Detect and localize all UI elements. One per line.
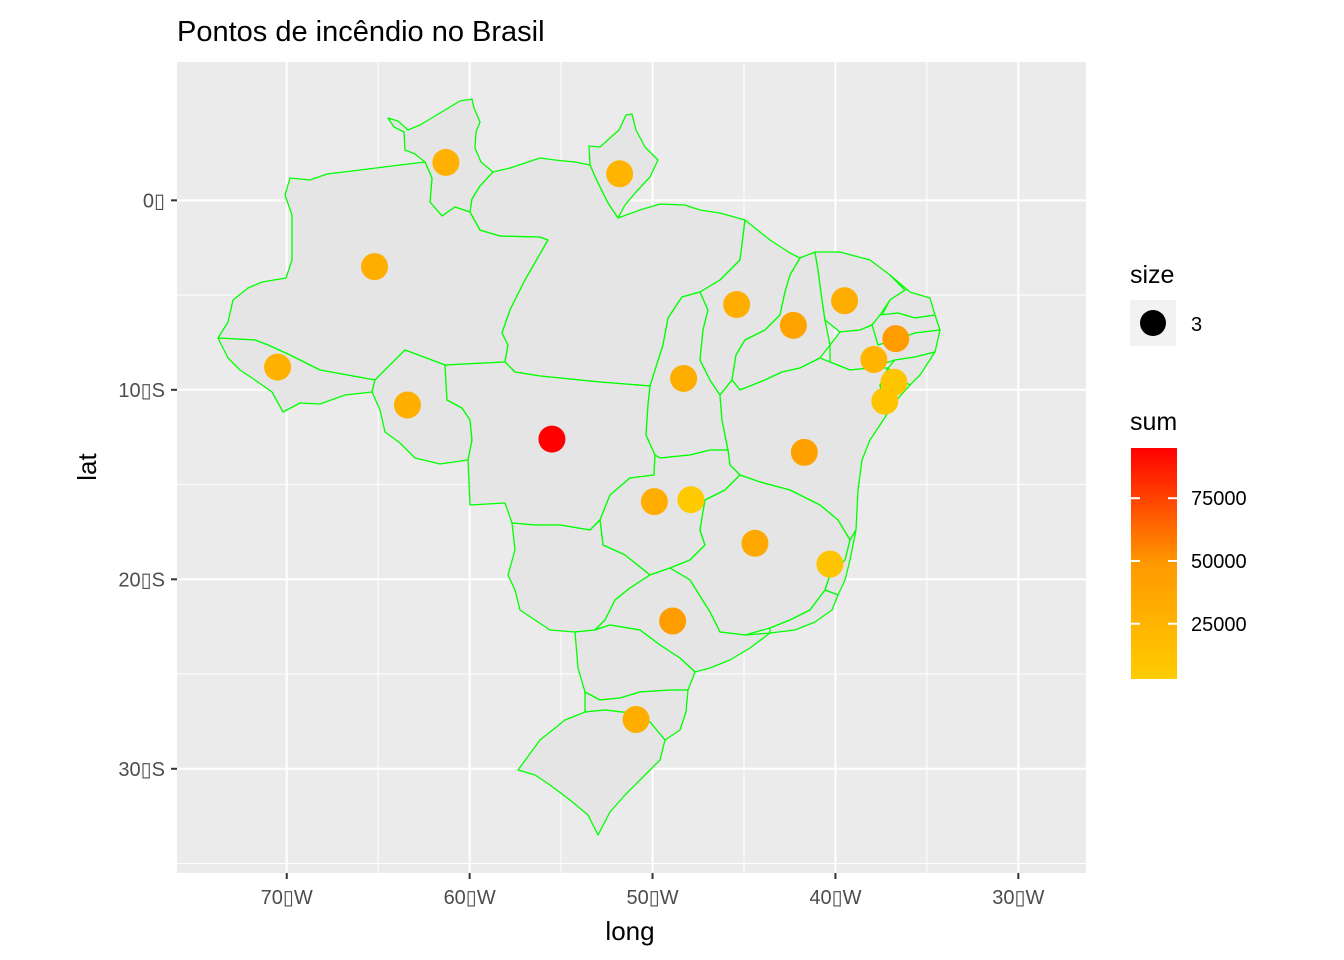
fire-points	[264, 148, 910, 734]
chart-title: Pontos de incêndio no Brasil	[177, 16, 545, 48]
fire-point	[871, 387, 899, 415]
x-axis-title: long	[605, 916, 654, 946]
fire-point	[860, 345, 888, 373]
colorbar-tick-label: 25000	[1191, 614, 1247, 636]
state-rio-de-janeiro	[769, 589, 839, 634]
fire-point	[264, 353, 292, 381]
x-tick-label: 40▯W	[809, 887, 861, 909]
x-tick-label: 60▯W	[444, 887, 496, 909]
y-tick-label: 20▯S	[118, 569, 165, 591]
fire-point	[361, 253, 389, 281]
state-acre	[217, 337, 376, 413]
state-rio-grande-do-sul	[517, 709, 666, 836]
color-legend-ticks: 75000 50000 25000	[1131, 488, 1247, 636]
x-tick-label: 70▯W	[261, 887, 313, 909]
fire-point	[831, 287, 859, 315]
color-legend: sum 75000 50000 25000	[1130, 408, 1247, 679]
fire-point	[606, 160, 634, 188]
fire-point	[790, 438, 818, 466]
y-tick-label: 0▯	[143, 190, 165, 212]
fire-point	[622, 706, 650, 734]
color-legend-bar	[1131, 448, 1177, 679]
size-legend-label: 3	[1191, 314, 1202, 336]
fire-point	[393, 391, 421, 419]
fire-point	[432, 148, 460, 176]
axes: 0▯ 10▯S 20▯S 30▯S 70▯W 60▯W 50▯W 40▯W 30▯W	[118, 190, 1044, 909]
size-legend-title: size	[1130, 261, 1174, 289]
fire-point	[659, 607, 687, 635]
x-tick-label: 30▯W	[992, 887, 1044, 909]
size-legend-dot	[1140, 310, 1166, 336]
fire-point	[677, 486, 705, 514]
fire-point	[640, 488, 668, 516]
y-tick-label: 10▯S	[118, 380, 165, 402]
color-legend-title: sum	[1130, 408, 1177, 436]
colorbar-tick-label: 50000	[1191, 551, 1247, 573]
fire-point	[816, 550, 844, 578]
x-tick-label: 50▯W	[626, 887, 678, 909]
fire-point	[538, 425, 566, 453]
y-axis-title: lat	[72, 452, 102, 480]
fire-point	[670, 364, 698, 392]
fire-point	[779, 311, 807, 339]
fire-point	[741, 529, 769, 557]
y-tick-label: 30▯S	[118, 759, 165, 781]
size-legend: size 3	[1130, 261, 1202, 346]
colorbar-tick-label: 75000	[1191, 488, 1247, 510]
fire-point	[882, 325, 910, 353]
fire-point	[723, 291, 751, 319]
y-axis: 0▯ 10▯S 20▯S 30▯S	[118, 190, 177, 781]
x-axis: 70▯W 60▯W 50▯W 40▯W 30▯W	[261, 873, 1045, 909]
